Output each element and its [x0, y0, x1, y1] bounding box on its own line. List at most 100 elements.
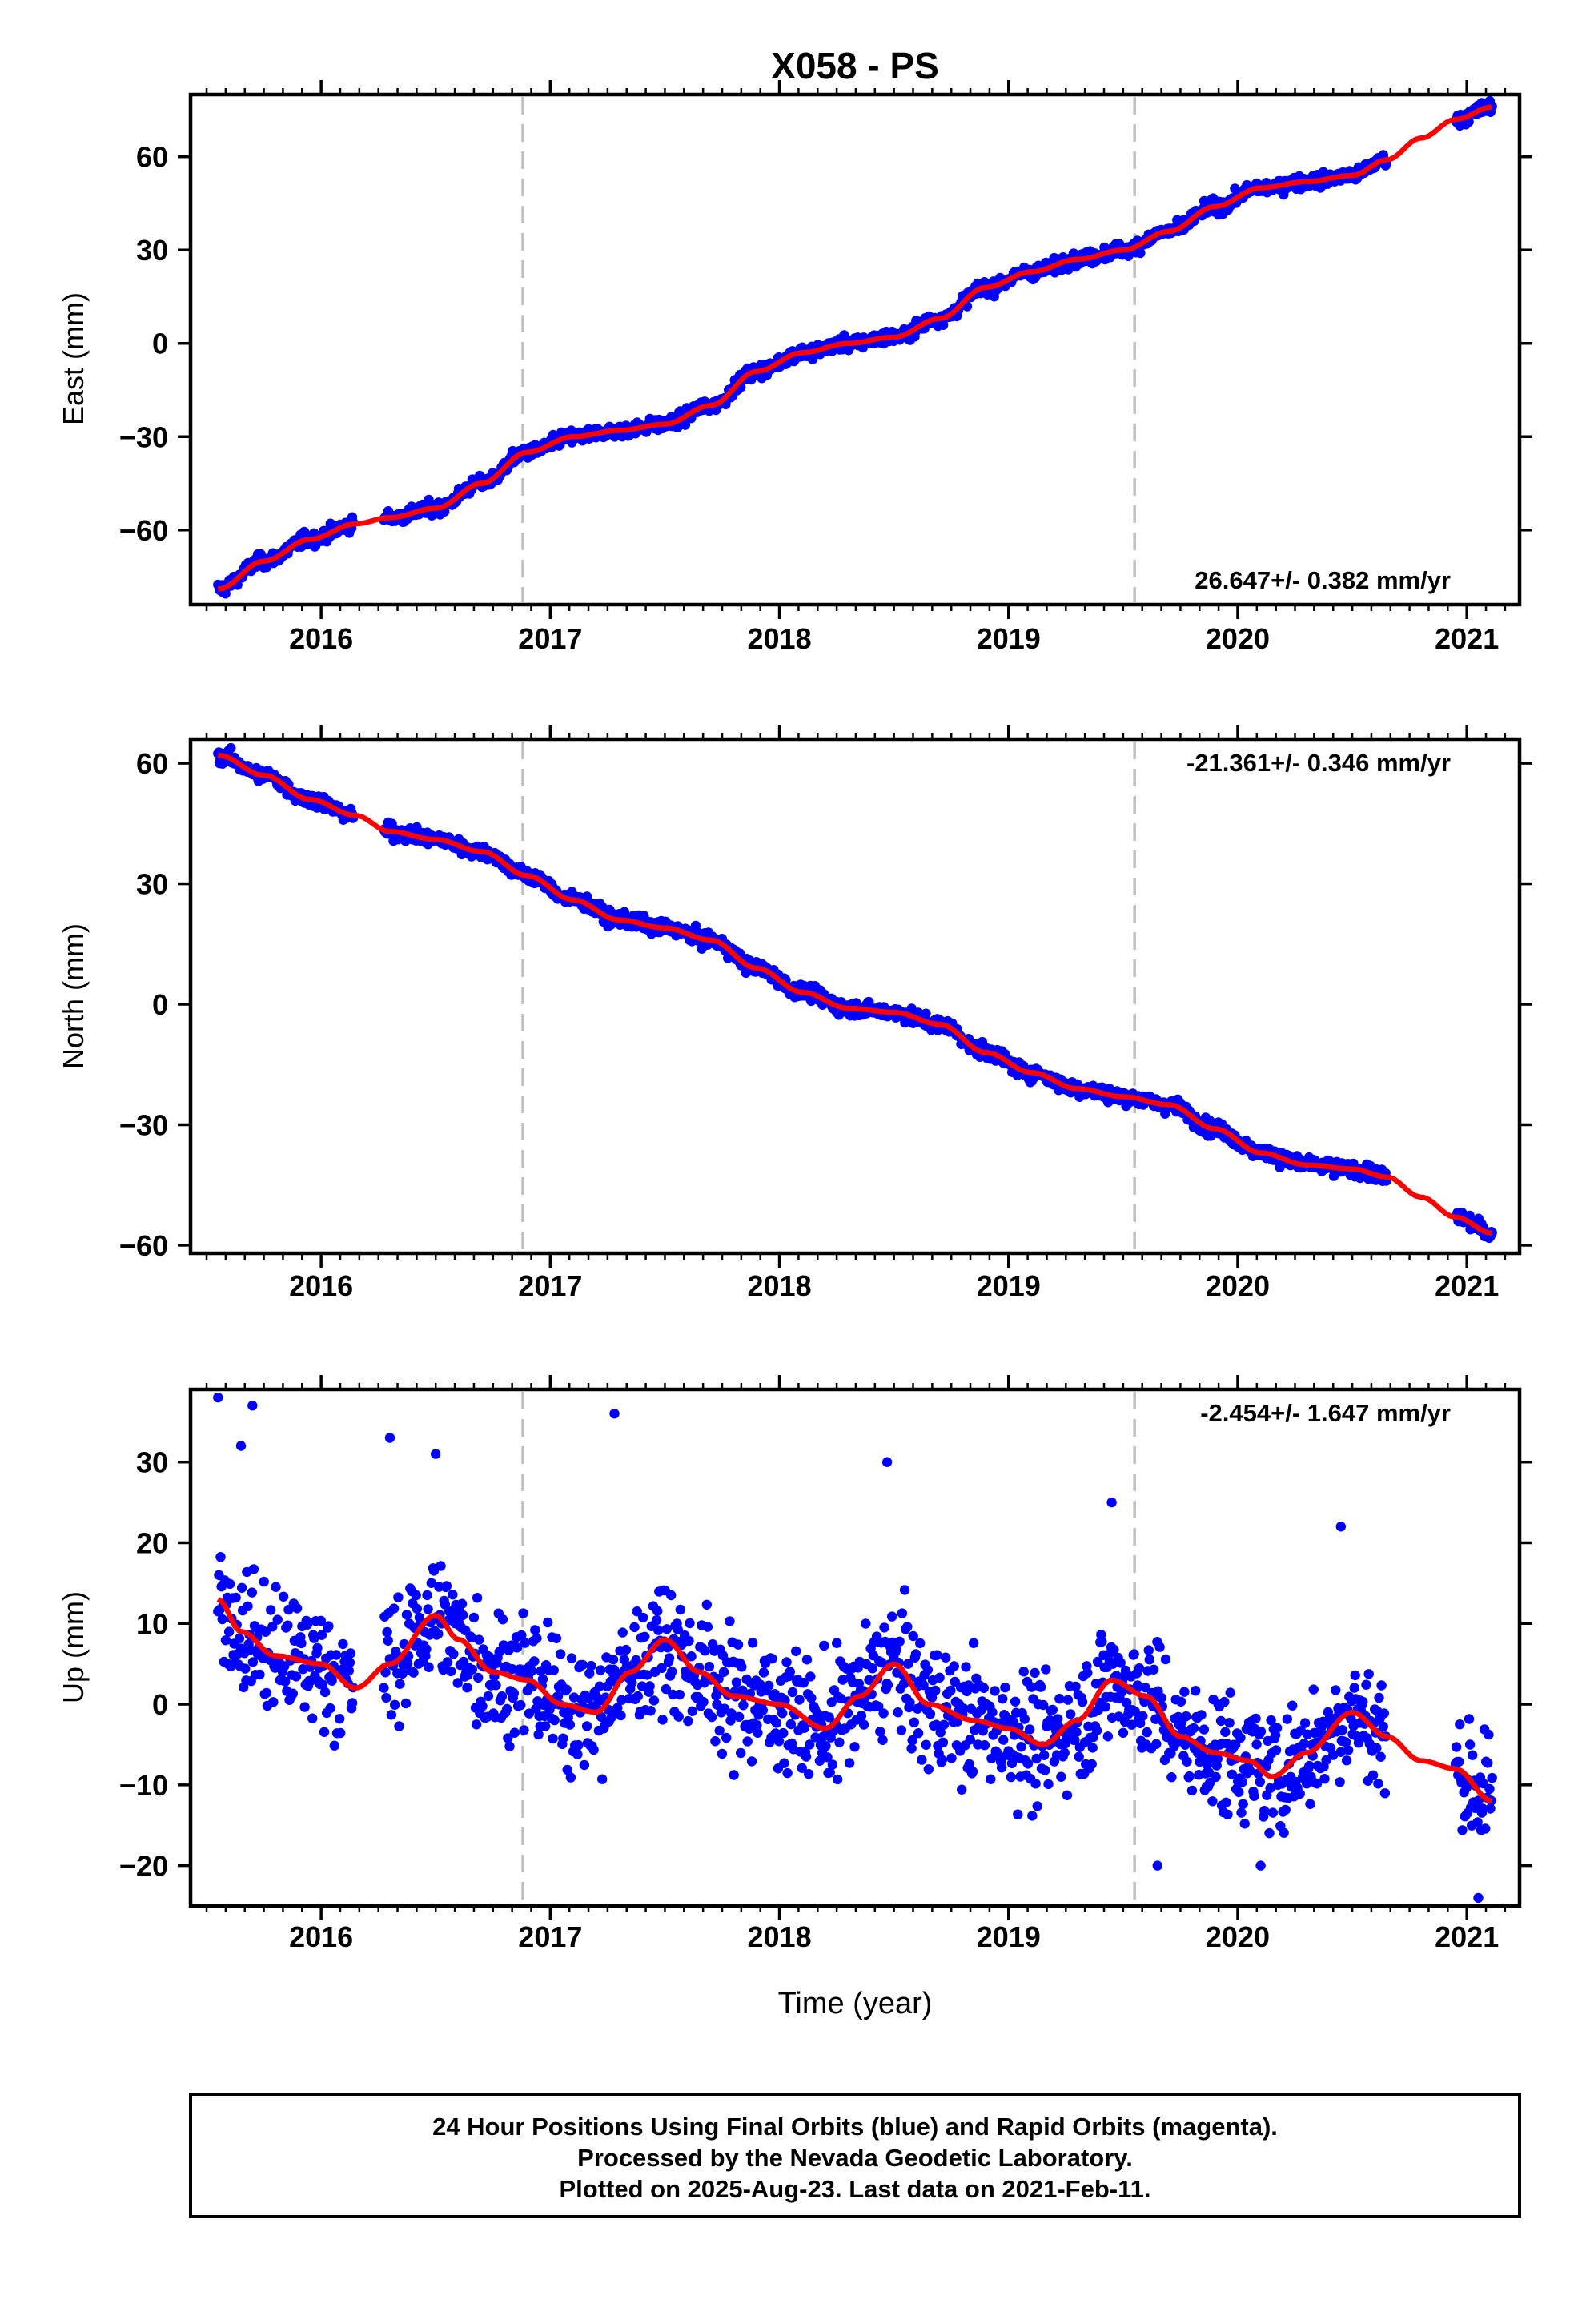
- x-tick-label: 2017: [518, 622, 582, 655]
- data-point: [686, 1651, 697, 1662]
- data-point: [1473, 1795, 1484, 1806]
- data-point: [1343, 1745, 1354, 1755]
- data-point: [938, 1719, 950, 1730]
- data-point: [400, 1698, 412, 1709]
- y-tick-label: 30: [136, 234, 168, 267]
- data-point: [1116, 1687, 1127, 1698]
- data-point: [1350, 1670, 1360, 1681]
- data-point: [446, 1666, 456, 1677]
- data-point: [833, 1774, 843, 1785]
- data-point: [837, 1675, 848, 1685]
- data-point: [810, 1732, 821, 1743]
- data-point: [379, 1683, 389, 1693]
- data-point: [1378, 1721, 1389, 1732]
- data-point: [1100, 1702, 1110, 1712]
- data-point: [791, 1646, 801, 1656]
- data-point: [632, 1606, 642, 1617]
- data-point: [1118, 1727, 1129, 1738]
- data-point: [424, 1662, 434, 1672]
- data-point: [1279, 1827, 1289, 1838]
- data-point: [412, 1603, 422, 1614]
- data-point: [397, 1668, 408, 1679]
- rate-annotation-north: -21.361+/- 0.346 mm/yr: [1186, 749, 1451, 777]
- data-point: [619, 907, 630, 918]
- data-point: [899, 1585, 910, 1595]
- data-point: [1191, 1686, 1201, 1696]
- data-point: [1480, 1823, 1491, 1834]
- data-point: [957, 1784, 967, 1795]
- data-point: [390, 1699, 400, 1710]
- data-point: [905, 1697, 915, 1708]
- data-point: [700, 1646, 710, 1656]
- data-point: [849, 1742, 860, 1752]
- data-point: [1255, 1776, 1266, 1787]
- x-tick-label: 2021: [1435, 622, 1499, 655]
- y-tick-label: 0: [152, 988, 168, 1021]
- data-point: [1041, 1664, 1051, 1675]
- data-point: [345, 1648, 356, 1659]
- data-point: [1056, 1771, 1066, 1782]
- data-point: [247, 1657, 259, 1667]
- x-tick-label: 2020: [1206, 1269, 1270, 1302]
- data-point: [582, 891, 592, 902]
- data-point: [1059, 1747, 1070, 1758]
- data-point: [596, 1711, 607, 1723]
- data-point: [819, 1640, 829, 1651]
- data-point: [543, 1617, 553, 1628]
- data-point: [312, 1642, 323, 1653]
- data-point: [223, 1626, 235, 1637]
- data-point: [1018, 1667, 1029, 1677]
- x-tick-label: 2021: [1435, 1269, 1499, 1302]
- data-point: [986, 1774, 996, 1784]
- data-point: [267, 1622, 278, 1632]
- data-point: [779, 1758, 789, 1768]
- data-point: [1040, 1765, 1050, 1775]
- outlier-point: [1255, 1860, 1266, 1871]
- data-point: [773, 1736, 785, 1747]
- data-point: [343, 1666, 354, 1676]
- data-point: [448, 1590, 458, 1600]
- data-point: [383, 1635, 393, 1646]
- data-point: [987, 1707, 998, 1718]
- data-point: [329, 1740, 339, 1751]
- data-point: [421, 1644, 432, 1655]
- data-point: [533, 1729, 544, 1740]
- data-point: [925, 1709, 936, 1719]
- data-point: [617, 1627, 628, 1638]
- data-point: [1267, 1807, 1279, 1818]
- data-point: [814, 1755, 825, 1766]
- data-point: [335, 1727, 346, 1739]
- data-point: [770, 1728, 781, 1739]
- chart-title: X058 - PS: [771, 45, 939, 86]
- data-point: [558, 1733, 568, 1743]
- data-point: [1053, 1714, 1063, 1724]
- data-point: [1244, 1765, 1255, 1776]
- data-point: [1071, 1727, 1082, 1738]
- data-point: [1022, 1759, 1034, 1769]
- data-point: [687, 1706, 697, 1716]
- y-tick-label: 0: [152, 328, 168, 360]
- data-point: [915, 1638, 926, 1649]
- data-point: [1251, 1713, 1261, 1724]
- data-point: [472, 1593, 483, 1603]
- data-point: [636, 1681, 648, 1691]
- data-point: [662, 1642, 673, 1653]
- data-point: [1062, 1695, 1074, 1705]
- data-point: [946, 1753, 957, 1763]
- data-point: [552, 1691, 564, 1702]
- data-point: [826, 1697, 837, 1707]
- data-point: [731, 1677, 742, 1687]
- data-point: [882, 1679, 893, 1690]
- data-point: [666, 1590, 677, 1601]
- data-point: [825, 1767, 835, 1778]
- x-tick-label: 2016: [289, 622, 353, 655]
- data-point: [260, 1626, 271, 1638]
- outlier-point: [609, 1409, 620, 1419]
- data-point: [896, 1725, 907, 1735]
- data-point: [651, 1615, 662, 1626]
- data-point: [331, 1650, 342, 1660]
- data-point: [1484, 1729, 1494, 1740]
- data-point: [821, 1741, 831, 1751]
- data-point: [1483, 1758, 1493, 1768]
